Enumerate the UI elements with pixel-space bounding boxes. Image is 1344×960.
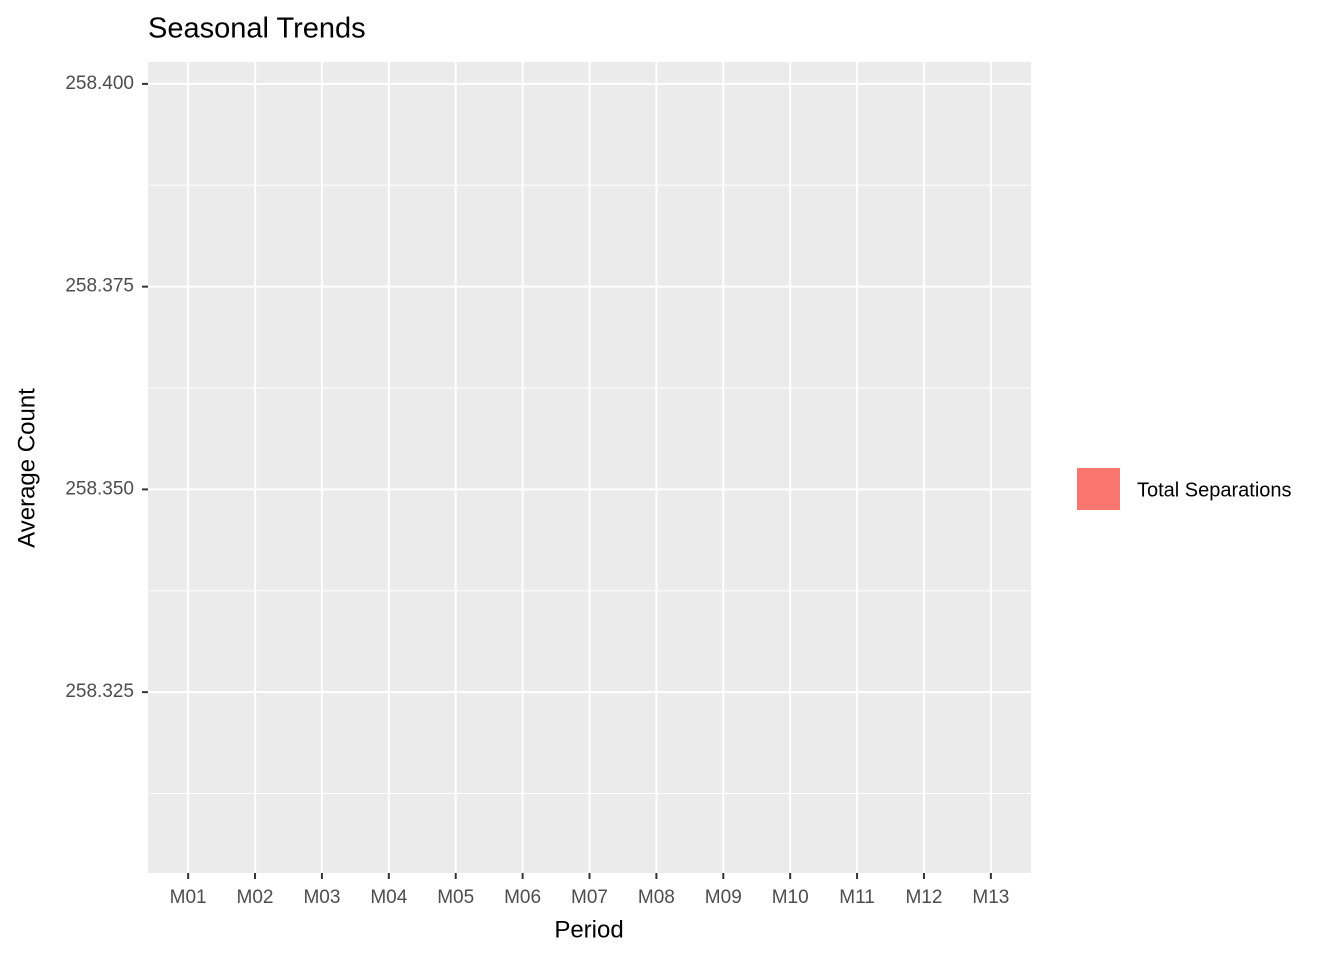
y-tick-label: 258.375 [65,276,134,297]
chart-title: Seasonal Trends [148,13,366,45]
x-tick-label: M02 [237,887,274,908]
x-tick-label: M07 [571,887,608,908]
x-tick-label: M04 [370,887,407,908]
x-tick-label: M09 [705,887,742,908]
x-tick-label: M06 [504,887,541,908]
x-tick-label: M03 [303,887,340,908]
x-tick-label: M01 [170,887,207,908]
legend-label: Total Separations [1137,479,1292,501]
x-tick-label: M05 [437,887,474,908]
x-tick-label: M10 [772,887,809,908]
y-tick-label: 258.350 [65,478,134,499]
x-tick-label: M08 [638,887,675,908]
x-axis-title: Period [554,916,623,943]
x-tick-label: M11 [839,887,875,908]
legend-key [1077,468,1120,510]
x-tick-label: M13 [972,887,1009,908]
x-tick-label: M12 [905,887,942,908]
y-axis-title: Average Count [13,388,40,548]
y-tick-label: 258.325 [65,681,134,702]
y-tick-label: 258.400 [65,73,134,94]
